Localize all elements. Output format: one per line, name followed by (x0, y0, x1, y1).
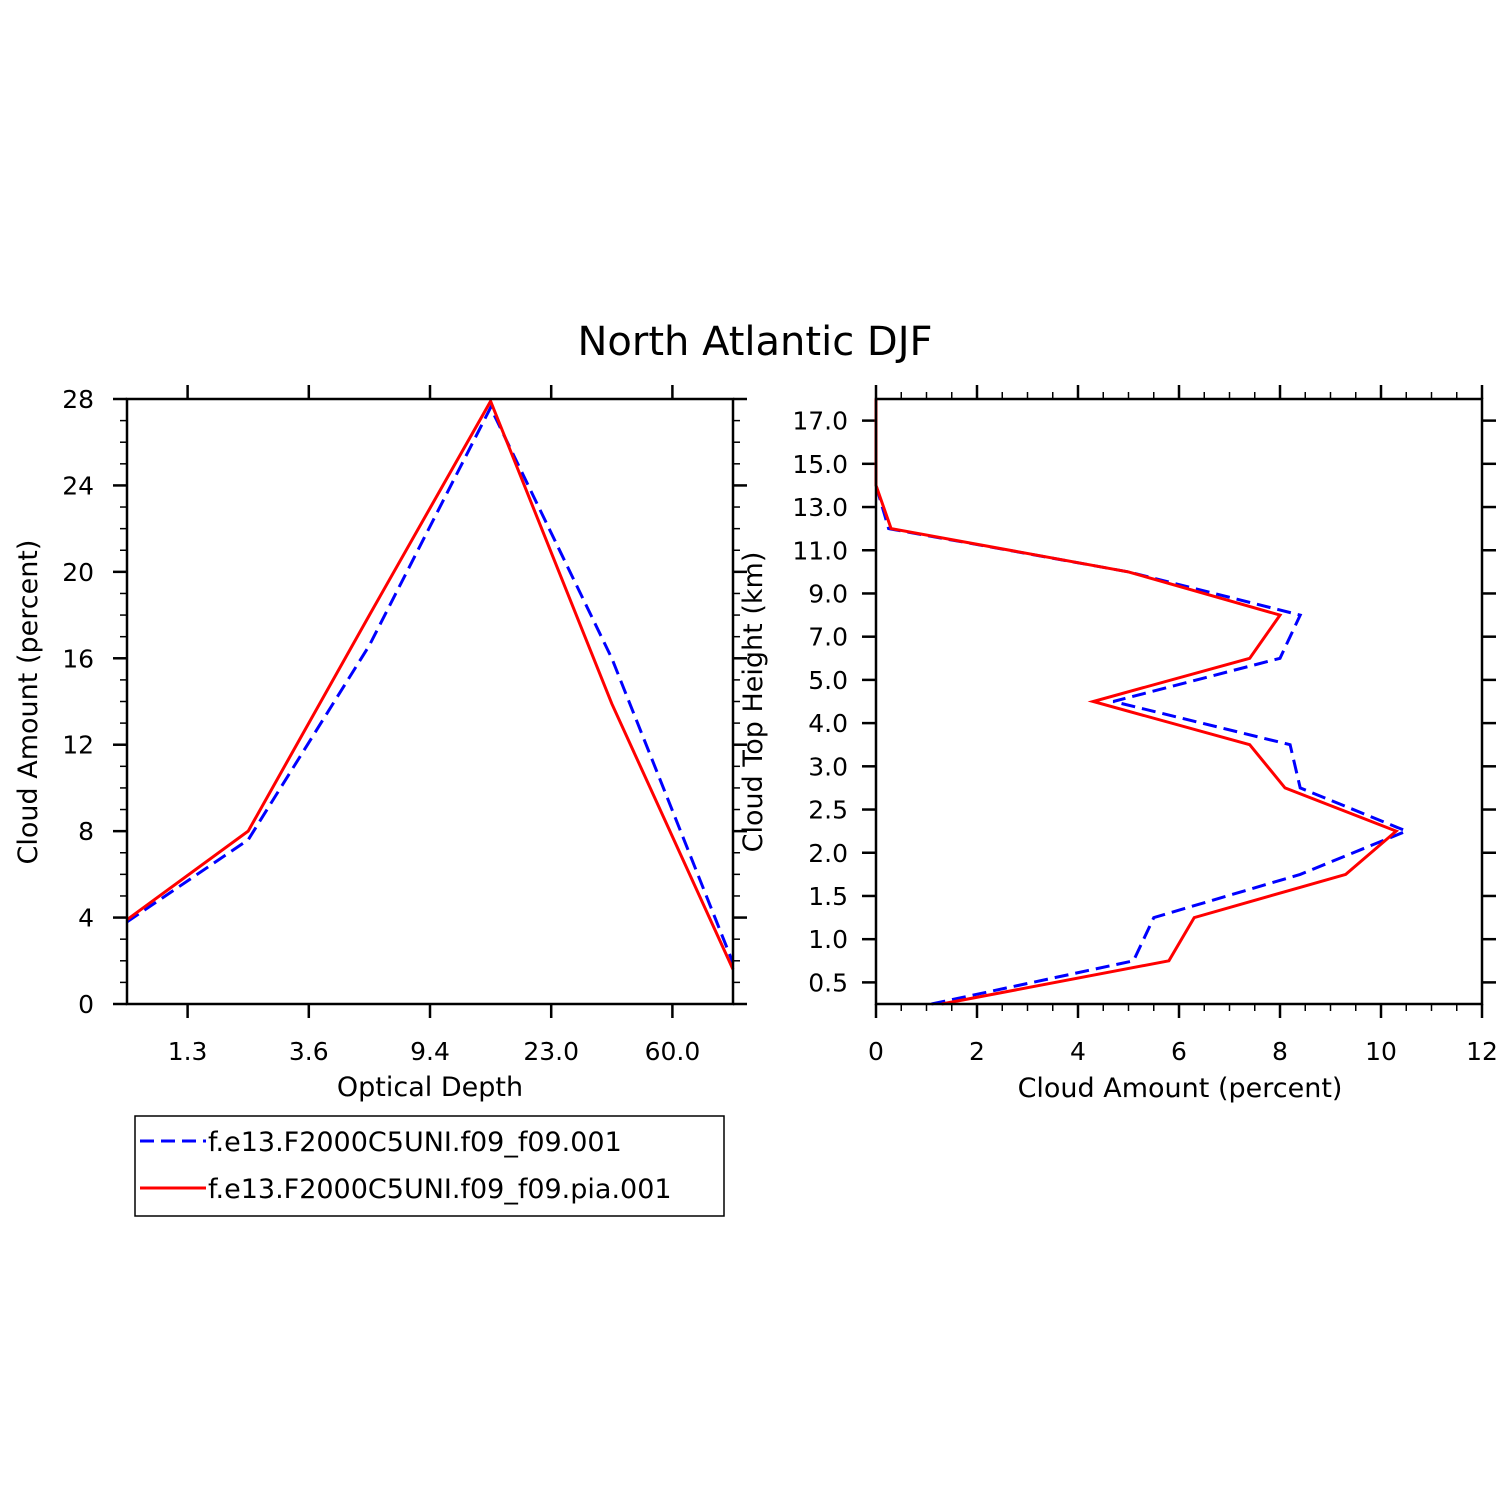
left-y-tick-label: 16 (62, 644, 94, 673)
left-series-lines (126, 397, 735, 971)
left-tick-labels: 0 4 8 12 16 20 24 28 1.3 3.6 9.4 23.0 60.0 (62, 385, 700, 1066)
right-x-tick-label: 12 (1466, 1037, 1498, 1066)
right-y-tick-label: 2.5 (808, 796, 848, 825)
right-ticks (862, 385, 1496, 1018)
left-x-tick-label: 1.3 (168, 1037, 208, 1066)
right-y-axis-label: Cloud Top Height (km) (738, 552, 769, 853)
right-x-tick-label: 6 (1171, 1037, 1187, 1066)
right-tick-labels: 0 2 4 6 8 10 12 0.5 1.0 1.5 2.0 2.5 3.0 4.0 5.0 7.0 9.0 1… (792, 407, 1498, 1066)
legend-label-0: f.e13.F2000C5UNI.f09_f09.001 (208, 1127, 622, 1158)
left-y-tick-label: 24 (62, 471, 94, 500)
left-x-tick-label: 60.0 (645, 1037, 701, 1066)
right-y-tick-label: 11.0 (792, 536, 848, 565)
right-panel: 0 2 4 6 8 10 12 0.5 1.0 1.5 2.0 2.5 3.0 4.0 5.0 7.0 9.0 1… (738, 385, 1498, 1104)
right-plot-frame (874, 397, 1484, 1006)
right-y-tick-label: 9.0 (808, 579, 848, 608)
right-y-tick-label: 1.0 (808, 925, 848, 954)
right-x-tick-label: 8 (1272, 1037, 1288, 1066)
left-y-tick-label: 4 (78, 904, 94, 933)
right-x-axis-label: Cloud Amount (percent) (1018, 1073, 1343, 1104)
right-x-tick-label: 0 (868, 1037, 884, 1066)
right-y-tick-label: 0.5 (808, 968, 848, 997)
left-y-tick-label: 0 (78, 990, 94, 1019)
left-series-0-line (126, 404, 735, 964)
left-y-axis-label: Cloud Amount (percent) (13, 540, 44, 865)
left-x-axis-label: Optical Depth (337, 1072, 523, 1103)
left-ticks (113, 385, 747, 1018)
left-y-tick-label: 20 (62, 558, 94, 587)
legend-label-1: f.e13.F2000C5UNI.f09_f09.pia.001 (208, 1174, 672, 1205)
right-x-tick-label: 2 (969, 1037, 985, 1066)
legend: f.e13.F2000C5UNI.f09_f09.001 f.e13.F2000… (134, 1115, 725, 1217)
legend-box (134, 1115, 725, 1217)
figure-title: North Atlantic DJF (577, 319, 932, 365)
right-y-tick-label: 17.0 (792, 407, 848, 436)
right-y-tick-label: 2.0 (808, 839, 848, 868)
right-y-tick-label: 13.0 (792, 493, 848, 522)
left-x-tick-label: 3.6 (289, 1037, 329, 1066)
right-x-tick-label: 10 (1365, 1037, 1397, 1066)
right-y-tick-label: 15.0 (792, 450, 848, 479)
left-x-tick-label: 23.0 (523, 1037, 579, 1066)
right-series-1-line (874, 399, 1400, 1006)
left-y-tick-label: 8 (78, 817, 94, 846)
right-y-tick-label: 4.0 (808, 709, 848, 738)
right-series-lines (874, 399, 1411, 1006)
left-series-1-line (126, 397, 735, 971)
left-y-tick-label: 28 (62, 385, 94, 414)
left-panel: 0 4 8 12 16 20 24 28 1.3 3.6 9.4 23.0 60.0 Optical D… (13, 385, 747, 1103)
left-y-tick-label: 12 (62, 731, 94, 760)
right-x-tick-label: 4 (1070, 1037, 1086, 1066)
right-y-tick-label: 3.0 (808, 752, 848, 781)
right-y-tick-label: 7.0 (808, 623, 848, 652)
left-plot-frame (125, 397, 735, 1006)
right-y-tick-label: 5.0 (808, 666, 848, 695)
left-x-tick-label: 9.4 (410, 1037, 450, 1066)
right-y-tick-label: 1.5 (808, 882, 848, 911)
